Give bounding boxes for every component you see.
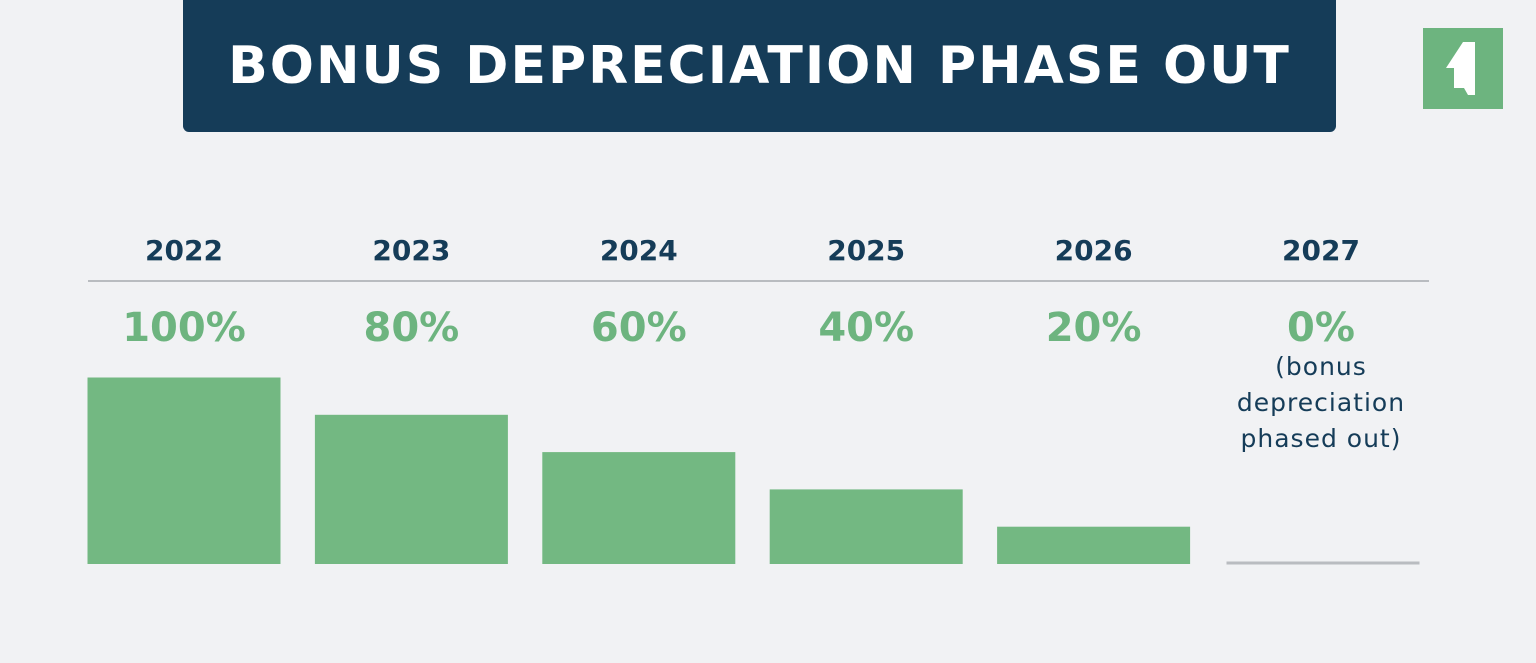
bar [997,526,1191,564]
year-label: 2026 [1055,234,1133,267]
value-label: 0% [1287,305,1355,351]
bar [314,414,508,564]
bar [542,452,736,564]
annotation-line: depreciation [1237,388,1405,417]
year-label: 2022 [145,234,223,267]
value-label: 100% [122,305,246,351]
annotation-line: phased out) [1241,424,1402,453]
value-label: 20% [1046,305,1142,351]
year-label: 2023 [372,234,450,267]
chart-title: BONUS DEPRECIATION PHASE OUT [228,36,1291,96]
value-label: 60% [591,305,687,351]
bar [87,377,281,564]
value-label: 80% [364,305,460,351]
annotation-line: (bonus [1275,352,1367,381]
bar [769,489,963,564]
year-label: 2027 [1282,234,1360,267]
year-label: 2024 [600,234,678,267]
company-logo-icon [1423,28,1503,109]
logo-mark-icon [1446,42,1475,95]
value-label: 40% [818,305,914,351]
year-label: 2025 [827,234,905,267]
title-banner: BONUS DEPRECIATION PHASE OUT [183,0,1336,132]
